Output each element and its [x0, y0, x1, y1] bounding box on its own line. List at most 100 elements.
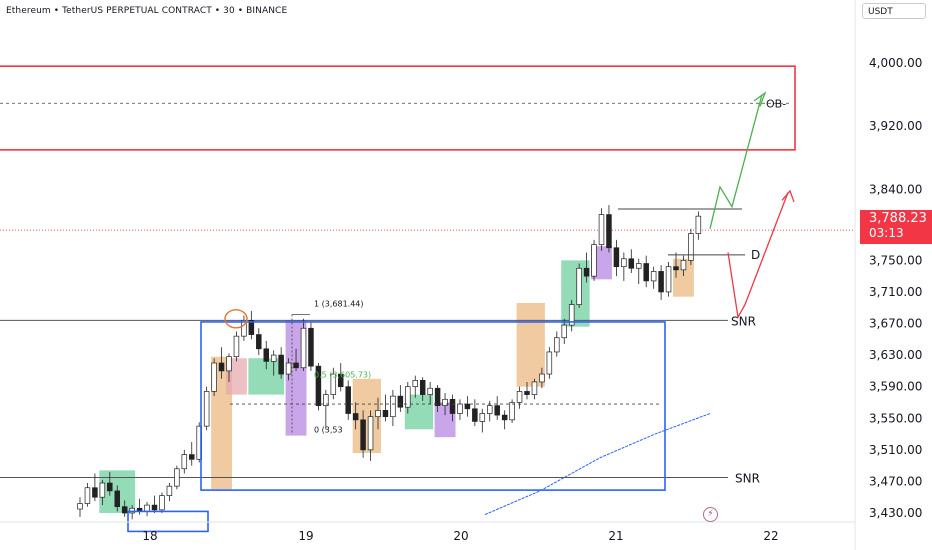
candle-body — [598, 214, 605, 245]
candle-body — [92, 487, 98, 498]
range-box — [200, 321, 666, 491]
y-tick-label: 3,510.00 — [869, 443, 922, 457]
x-tick-label: 18 — [142, 529, 157, 543]
y-tick-label: 3,840.00 — [869, 182, 922, 196]
price-levels — [0, 229, 860, 478]
x-tick-label: 22 — [763, 529, 778, 543]
y-tick-label: 3,470.00 — [869, 474, 922, 488]
candle-body — [695, 215, 702, 234]
candle-body — [427, 387, 433, 395]
candle-body — [256, 334, 262, 350]
lower-range-box — [127, 510, 209, 533]
candle-body — [472, 408, 478, 422]
candle-body — [501, 414, 508, 421]
candle-body — [285, 362, 292, 375]
candle-body — [226, 356, 232, 372]
candle-body — [151, 504, 158, 511]
lightning-icon[interactable]: ⚡ — [703, 507, 718, 522]
ob-zone-box — [0, 65, 796, 151]
d-label: D — [751, 248, 760, 262]
candle-body — [270, 354, 277, 362]
candle-body — [144, 504, 150, 512]
candle-body — [114, 490, 120, 508]
candle-body — [174, 468, 180, 487]
candle-body — [323, 394, 329, 406]
candle-body — [397, 395, 404, 408]
chart-title: Ethereum • TetherUS PERPETUAL CONTRACT •… — [6, 6, 288, 16]
candle-body — [613, 247, 620, 268]
candle-body — [635, 263, 642, 269]
bar-countdown: 03:13 — [869, 226, 904, 240]
candle-body — [621, 258, 627, 268]
candle-body — [84, 487, 91, 504]
highlight-zone — [516, 303, 545, 387]
candle-body — [107, 482, 113, 492]
candle-body — [487, 405, 493, 414]
candle-body — [315, 365, 322, 406]
candle-body — [278, 354, 284, 375]
candle-body — [263, 348, 270, 362]
current-price-tag: 3,788.23 03:13 — [860, 210, 932, 244]
candle-body — [673, 266, 679, 271]
candle-body — [628, 258, 635, 269]
candles — [77, 205, 702, 520]
projection-up-path — [709, 94, 763, 229]
x-tick-label: 20 — [453, 529, 468, 543]
candle-body — [583, 267, 590, 277]
y-tick-label: 3,630.00 — [869, 348, 922, 362]
candle-body — [203, 391, 210, 427]
candle-body — [330, 373, 337, 395]
candle-body — [293, 362, 299, 369]
candle-body — [457, 403, 463, 414]
candle-body — [360, 419, 366, 451]
candle-body — [531, 381, 538, 395]
candle-body — [449, 398, 456, 414]
price-axis-bg — [855, 0, 932, 550]
fib-0-label: 0 (3,53 — [314, 425, 343, 434]
candle-body — [218, 362, 225, 372]
snr-lower-label: SNR — [735, 471, 760, 485]
candle-body — [241, 320, 247, 337]
candle-body — [338, 373, 344, 388]
candle-body — [419, 380, 426, 395]
candle-body — [166, 485, 173, 496]
y-tick-label: 3,550.00 — [869, 411, 922, 425]
price-axis: 3,430.00 3,470.00 3,510.00 3,550.00 3,590.00… — [854, 0, 932, 550]
time-axis: 18 19 20 21 22 — [0, 521, 855, 543]
fib-1-label: 1 (3,681.44) — [314, 299, 364, 308]
ob-label: OB- — [766, 97, 786, 110]
candle-body — [658, 271, 664, 293]
candle-body — [159, 495, 165, 511]
x-tick-label: 19 — [298, 529, 313, 543]
y-tick-label: 3,920.00 — [869, 119, 922, 133]
candle-body — [189, 454, 195, 460]
drawing-overlays: OB- SNR SNR 1 (3,681.44) 0.5 (3,605.73) 0 (3,… — [0, 65, 796, 533]
x-tick-label: 21 — [608, 529, 623, 543]
snr-upper-label: SNR — [731, 314, 756, 328]
candle-body — [248, 320, 255, 335]
projection-alt-path — [727, 192, 789, 320]
projection-up-arrowhead — [753, 91, 767, 107]
y-tick-label: 3,750.00 — [869, 253, 922, 267]
currency-selector[interactable]: USDT — [862, 3, 926, 19]
y-tick-label: 3,590.00 — [869, 380, 922, 394]
candle-body — [99, 482, 106, 498]
candle-body — [367, 416, 374, 451]
candle-body — [412, 380, 419, 388]
current-price-value: 3,788.23 — [869, 211, 927, 226]
candle-body — [606, 214, 612, 249]
candle-body — [650, 271, 657, 282]
fib-05-label: 0.5 (3,605.73) — [314, 370, 371, 379]
candle-body — [479, 413, 486, 422]
candle-body — [405, 386, 411, 408]
candle-body — [434, 387, 441, 406]
y-tick-label: 3,430.00 — [869, 506, 922, 520]
candle-body — [539, 373, 545, 383]
highlight-zones — [99, 246, 694, 513]
candle-body — [546, 351, 553, 375]
y-tick-label: 4,000.00 — [869, 56, 922, 70]
candle-body — [591, 244, 597, 277]
candle-body — [554, 337, 560, 353]
y-tick-label: 3,710.00 — [869, 285, 922, 299]
